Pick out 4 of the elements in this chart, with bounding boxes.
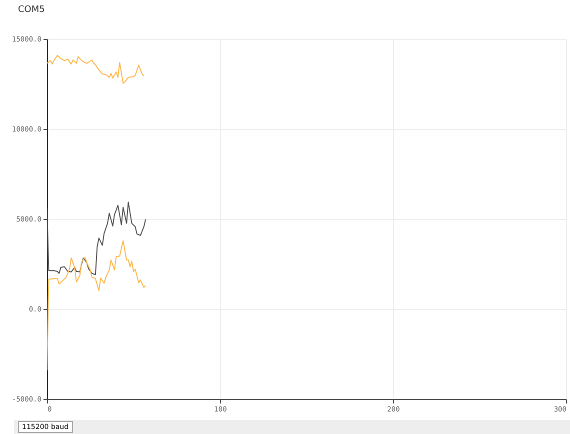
line-series — [47, 54, 144, 84]
line-series — [47, 202, 146, 276]
line-series — [47, 240, 146, 371]
chart-title: COM5 — [18, 5, 45, 15]
